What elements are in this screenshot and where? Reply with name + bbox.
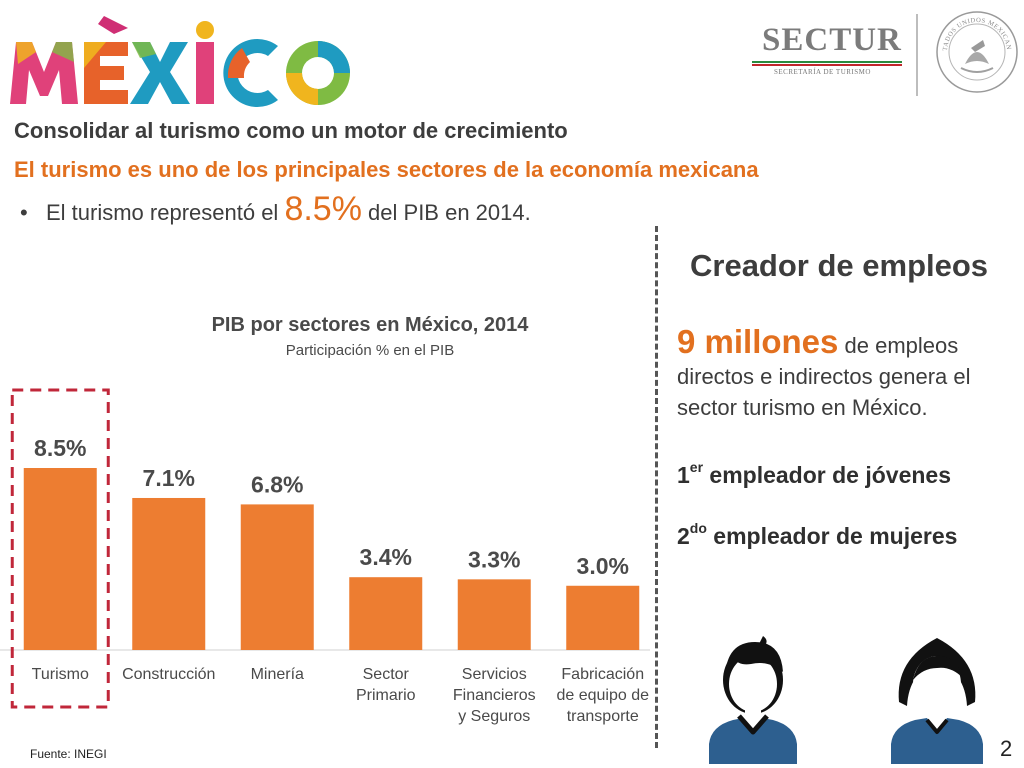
right-panel-title: Creador de empleos	[690, 248, 988, 284]
value-label-mineria: 6.8%	[251, 471, 303, 497]
chart-title: PIB por sectores en México, 2014	[120, 314, 620, 337]
slide-headline: El turismo es uno de los principales sec…	[14, 157, 759, 183]
bar-construccion	[132, 498, 205, 650]
logo-letter-i	[196, 42, 214, 104]
category-label-sector-primario: Sector Primario	[356, 666, 416, 704]
section-divider	[655, 226, 658, 748]
chart-subtitle: Participación % en el PIB	[120, 342, 620, 359]
rank-women-employer: 2do empleador de mujeres	[677, 523, 957, 550]
value-label-turismo: 8.5%	[34, 435, 86, 461]
rank1-text: empleador de jóvenes	[703, 462, 951, 488]
man-avatar-icon	[703, 632, 803, 764]
value-label-construccion: 7.1%	[143, 465, 195, 491]
category-label-construccion: Construcción	[122, 666, 215, 683]
jobs-highlight: 9 millones	[677, 323, 838, 360]
mexico-brand-logo	[6, 8, 356, 108]
bullet-text-after: del PIB en 2014.	[362, 200, 531, 225]
national-seal-icon: ESTADOS UNIDOS MEXICANOS	[935, 10, 1019, 94]
bullet-text-before: El turismo representó el	[46, 200, 284, 225]
rank1-number: 1	[677, 462, 690, 488]
bar-turismo	[24, 468, 97, 650]
sectur-green-stripe	[752, 61, 902, 63]
value-label-sector-primario: 3.4%	[360, 544, 412, 570]
logo-accent	[98, 16, 128, 34]
rank-youth-employer: 1er empleador de jóvenes	[677, 462, 951, 489]
value-label-servicios-financieros-y-seguros: 3.3%	[468, 546, 520, 572]
bar-fabricacion-de-equipo-de-transporte	[566, 586, 639, 650]
bullet-highlight-value: 8.5%	[284, 190, 362, 228]
rank1-suffix: er	[690, 459, 703, 475]
category-label-mineria: Minería	[251, 666, 304, 683]
chart-source: Fuente: INEGI	[30, 747, 107, 761]
rank2-number: 2	[677, 523, 690, 549]
svg-text:ESTADOS UNIDOS MEXICANOS: ESTADOS UNIDOS MEXICANOS	[935, 10, 1012, 51]
woman-avatar-icon	[885, 632, 989, 764]
rank2-suffix: do	[690, 520, 707, 536]
slide-subtitle: Consolidar al turismo como un motor de c…	[14, 118, 568, 144]
category-label-fabricacion-de-equipo-de-transporte: Fabricación de equipo de transporte	[556, 666, 649, 725]
sectur-red-stripe	[752, 64, 902, 66]
rank2-text: empleador de mujeres	[707, 523, 958, 549]
sectur-subtitle: SECRETARÍA DE TURISMO	[774, 68, 871, 76]
sectur-logo: SECTUR SECRETARÍA DE TURISMO	[752, 18, 902, 88]
category-label-turismo: Turismo	[32, 666, 89, 683]
bullet-gdp-share: • El turismo representó el 8.5% del PIB e…	[20, 190, 531, 229]
bar-servicios-financieros-y-seguros	[458, 579, 531, 650]
bar-mineria	[241, 504, 314, 650]
category-label-servicios-financieros-y-seguros: Servicios Financieros y Seguros	[453, 666, 536, 725]
bullet-symbol: •	[20, 200, 46, 226]
sectur-wordmark: SECTUR	[762, 22, 902, 59]
jobs-statement: 9 millones de empleos directos e indirec…	[677, 326, 1017, 423]
page-number: 2	[1000, 736, 1012, 762]
bar-sector-primario	[349, 577, 422, 650]
logo-divider	[916, 14, 918, 96]
value-label-fabricacion-de-equipo-de-transporte: 3.0%	[577, 553, 629, 579]
gdp-by-sector-bar-chart: 8.5% Turismo 7.1% Construcción 6.8% Minería 3.…	[0, 380, 650, 740]
